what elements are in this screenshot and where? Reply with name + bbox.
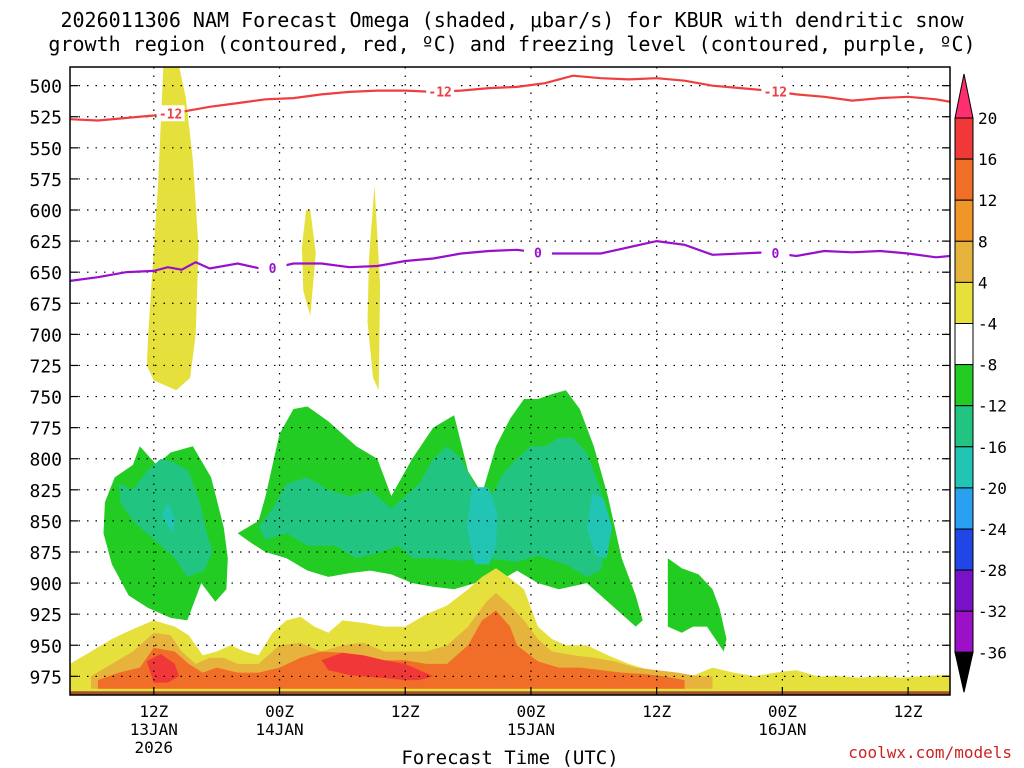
- colorbar-band: [954, 569, 974, 612]
- contour-label: -12: [764, 86, 787, 101]
- colorbar-band: [954, 199, 974, 242]
- colorbar-band: [954, 323, 974, 366]
- contour-label: 0: [269, 262, 277, 277]
- colorbar-band: [954, 281, 974, 324]
- colorbar-label: -16: [978, 438, 1007, 457]
- colorbar-band: [954, 240, 974, 283]
- y-tick-label: 950: [29, 636, 62, 657]
- x-tick-label: 15JAN: [507, 720, 555, 739]
- omega-region-14: [146, 654, 179, 683]
- y-tick-label: 725: [29, 356, 62, 377]
- below-ground-strip: [70, 691, 950, 695]
- colorbar-label: -32: [978, 602, 1007, 621]
- omega-region-7: [258, 437, 608, 577]
- x-tick-label: 12Z: [642, 702, 671, 721]
- chart-title-line-2: growth region (contoured, red, ºC) and f…: [48, 32, 976, 56]
- chart-title-line-1: 2026011306 NAM Forecast Omega (shaded, μ…: [60, 8, 964, 32]
- y-tick-label: 700: [29, 325, 62, 346]
- contour-label-bg: [523, 244, 552, 261]
- colorbar-band: [954, 364, 974, 407]
- colorbar-label: 4: [978, 273, 988, 292]
- colorbar-band: [954, 158, 974, 201]
- colorbar-band: [954, 528, 974, 571]
- x-tick-label: 00Z: [768, 702, 797, 721]
- omega-region-8: [162, 502, 175, 534]
- colorbar-arrow-bottom: [954, 651, 974, 693]
- x-tick-label: 2026: [135, 738, 174, 757]
- colorbar-band: [954, 487, 974, 530]
- y-tick-label: 975: [29, 667, 62, 688]
- colorbar-label: 12: [978, 191, 997, 210]
- colorbar-label: 20: [978, 109, 997, 128]
- colorbar: 20 16 12 8 4 -4 -8 -12 -16 -20 -24 -28 -32 -36: [954, 73, 1007, 693]
- site-credit: coolwx.com/models: [848, 743, 1012, 762]
- contour-label: -12: [428, 86, 451, 101]
- x-tick-label: 12Z: [391, 702, 420, 721]
- x-tick-label: 00Z: [516, 702, 545, 721]
- y-tick-label: 500: [29, 77, 62, 98]
- contour-line-0: [70, 74, 950, 122]
- contour-label-bg: [258, 260, 287, 277]
- y-tick-label: 775: [29, 419, 62, 440]
- y-tick-label: 750: [29, 388, 62, 409]
- y-tick-label: 550: [29, 139, 62, 160]
- contour-label-bg: [761, 83, 790, 100]
- colorbar-arrow-top: [954, 73, 974, 119]
- x-tick-label: 14JAN: [255, 720, 303, 739]
- contour-label-bg: [761, 245, 790, 262]
- y-tick-label: 875: [29, 543, 62, 564]
- colorbar-label: 8: [978, 232, 988, 251]
- colorbar-label: -28: [978, 561, 1007, 580]
- colorbar-label: 16: [978, 150, 997, 169]
- colorbar-label: -4: [978, 315, 997, 334]
- contour-label: 0: [771, 247, 779, 262]
- x-tick-label: 12Z: [894, 702, 923, 721]
- omega-region-13: [97, 610, 685, 689]
- y-tick-label: 800: [29, 450, 62, 471]
- omega-region-9: [466, 487, 498, 565]
- omega-region-12: [91, 593, 713, 689]
- omega-region-2: [367, 185, 381, 391]
- colorbar-band: [954, 446, 974, 489]
- x-tick-label: 13JAN: [130, 720, 178, 739]
- contour-label-bg: [156, 105, 185, 122]
- colorbar-label: -20: [978, 479, 1007, 498]
- y-tick-label: 575: [29, 170, 62, 191]
- colorbar-band: [954, 610, 974, 653]
- x-tick-label: 00Z: [265, 702, 294, 721]
- colorbar-band: [954, 405, 974, 448]
- omega-region-0: [146, 67, 199, 391]
- colorbar-label: -36: [978, 643, 1007, 662]
- x-tick-label: 16JAN: [758, 720, 806, 739]
- y-tick-label: 900: [29, 574, 62, 595]
- omega-region-5: [667, 558, 727, 652]
- contour-label: -12: [159, 107, 182, 122]
- y-tick-label: 925: [29, 605, 62, 626]
- omega-region-15: [321, 652, 434, 681]
- x-tick-label: 12Z: [139, 702, 168, 721]
- omega-region-10: [586, 493, 612, 559]
- colorbar-label: -8: [978, 356, 997, 375]
- plot-frame: [69, 66, 951, 696]
- x-axis-label: Forecast Time (UTC): [401, 747, 618, 768]
- y-tick-label: 600: [29, 201, 62, 222]
- y-tick-label: 625: [29, 232, 62, 253]
- y-tick-label: 825: [29, 481, 62, 502]
- contour-line-1: [70, 239, 950, 282]
- y-tick-label: 525: [29, 108, 62, 129]
- contour-label: 0: [534, 247, 542, 262]
- contour-label-bg: [426, 83, 455, 100]
- colorbar-label: -12: [978, 397, 1007, 416]
- colorbar-label: -24: [978, 520, 1007, 539]
- y-tick-label: 850: [29, 512, 62, 533]
- y-tick-label: 650: [29, 263, 62, 284]
- colorbar-band: [954, 117, 974, 160]
- y-tick-label: 675: [29, 294, 62, 315]
